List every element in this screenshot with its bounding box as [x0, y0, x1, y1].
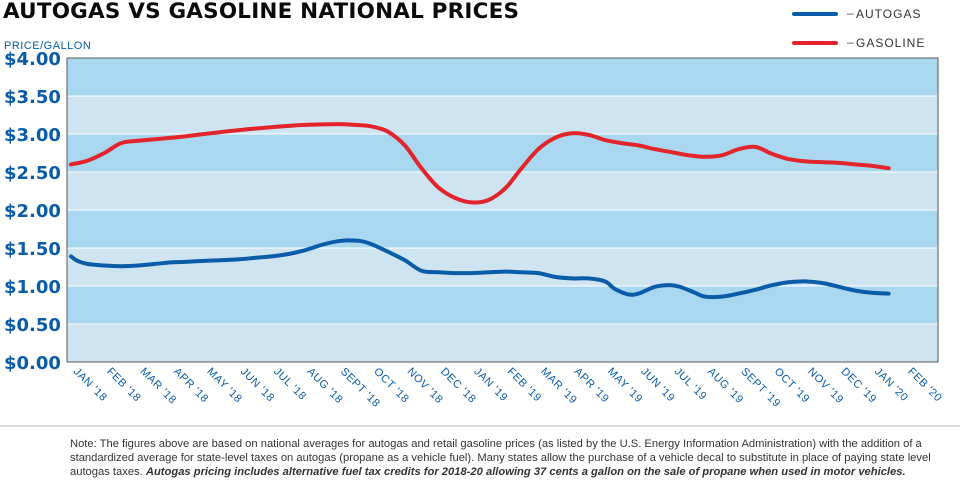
footnote-emphasis: Autogas pricing includes alternative fue… — [145, 466, 906, 479]
series-line-gasoline — [69, 122, 891, 205]
y-axis-label: PRICE/GALLON — [4, 40, 91, 52]
legend-item-autogas: – AUTOGAS — [792, 6, 960, 22]
grid-band — [67, 286, 938, 324]
line-chart: PRICE/GALLON $0.00 $0.50 $1.00 $1.50 $2.00 $2.… — [0, 40, 960, 427]
grid-band — [67, 96, 938, 134]
x-tick-label: FEB '19 — [505, 366, 544, 405]
grid-band — [67, 248, 938, 286]
x-tick-label: JUL '18 — [271, 366, 308, 403]
grid-band — [67, 210, 938, 248]
x-tick-label: MAY '18 — [204, 366, 244, 406]
series-line-autogas — [69, 238, 891, 300]
y-tick-label: $2.50 — [4, 163, 61, 184]
y-tick-label: $0.00 — [4, 353, 61, 374]
legend-label-autogas: AUTOGAS — [856, 7, 922, 21]
x-tick-label: JUN '18 — [238, 366, 277, 405]
plot-border — [66, 57, 939, 363]
legend-dash: – — [847, 35, 854, 49]
x-tick-label: JUN '19 — [638, 366, 677, 405]
x-tick-label: FEB '20 — [905, 366, 944, 405]
x-tick-label: DEC '19 — [839, 366, 879, 406]
footnote-text: Note: The figures above are based on nat… — [70, 438, 931, 479]
grid-band — [67, 134, 938, 172]
x-tick-label: FEB '18 — [104, 366, 143, 405]
y-tick-label: $3.00 — [4, 125, 61, 146]
x-tick-label: JAN '18 — [71, 366, 109, 404]
footnote: Note: The figures above are based on nat… — [70, 437, 950, 480]
x-tick-label: MAY '19 — [605, 366, 645, 406]
legend-dash: – — [847, 6, 854, 20]
x-tick-label: JUL '19 — [672, 366, 709, 403]
y-tick-label: $1.50 — [4, 239, 61, 260]
y-tick-label: $2.00 — [4, 201, 61, 222]
y-tick-label: $4.00 — [4, 49, 61, 70]
legend-swatch-gasoline — [792, 41, 838, 45]
chart-title: AUTOGAS VS GASOLINE NATIONAL PRICES — [3, 0, 520, 24]
legend-item-gasoline: – GASOLINE — [792, 35, 960, 51]
y-tick-label: $0.50 — [4, 315, 61, 336]
y-tick-label: $1.00 — [4, 277, 61, 298]
grid-band — [67, 58, 938, 96]
legend-label-gasoline: GASOLINE — [856, 36, 926, 50]
legend-swatch-autogas — [792, 12, 838, 16]
x-tick-label: DEC '18 — [438, 366, 478, 406]
y-tick-label: $3.50 — [4, 87, 61, 108]
grid-band — [67, 324, 938, 362]
